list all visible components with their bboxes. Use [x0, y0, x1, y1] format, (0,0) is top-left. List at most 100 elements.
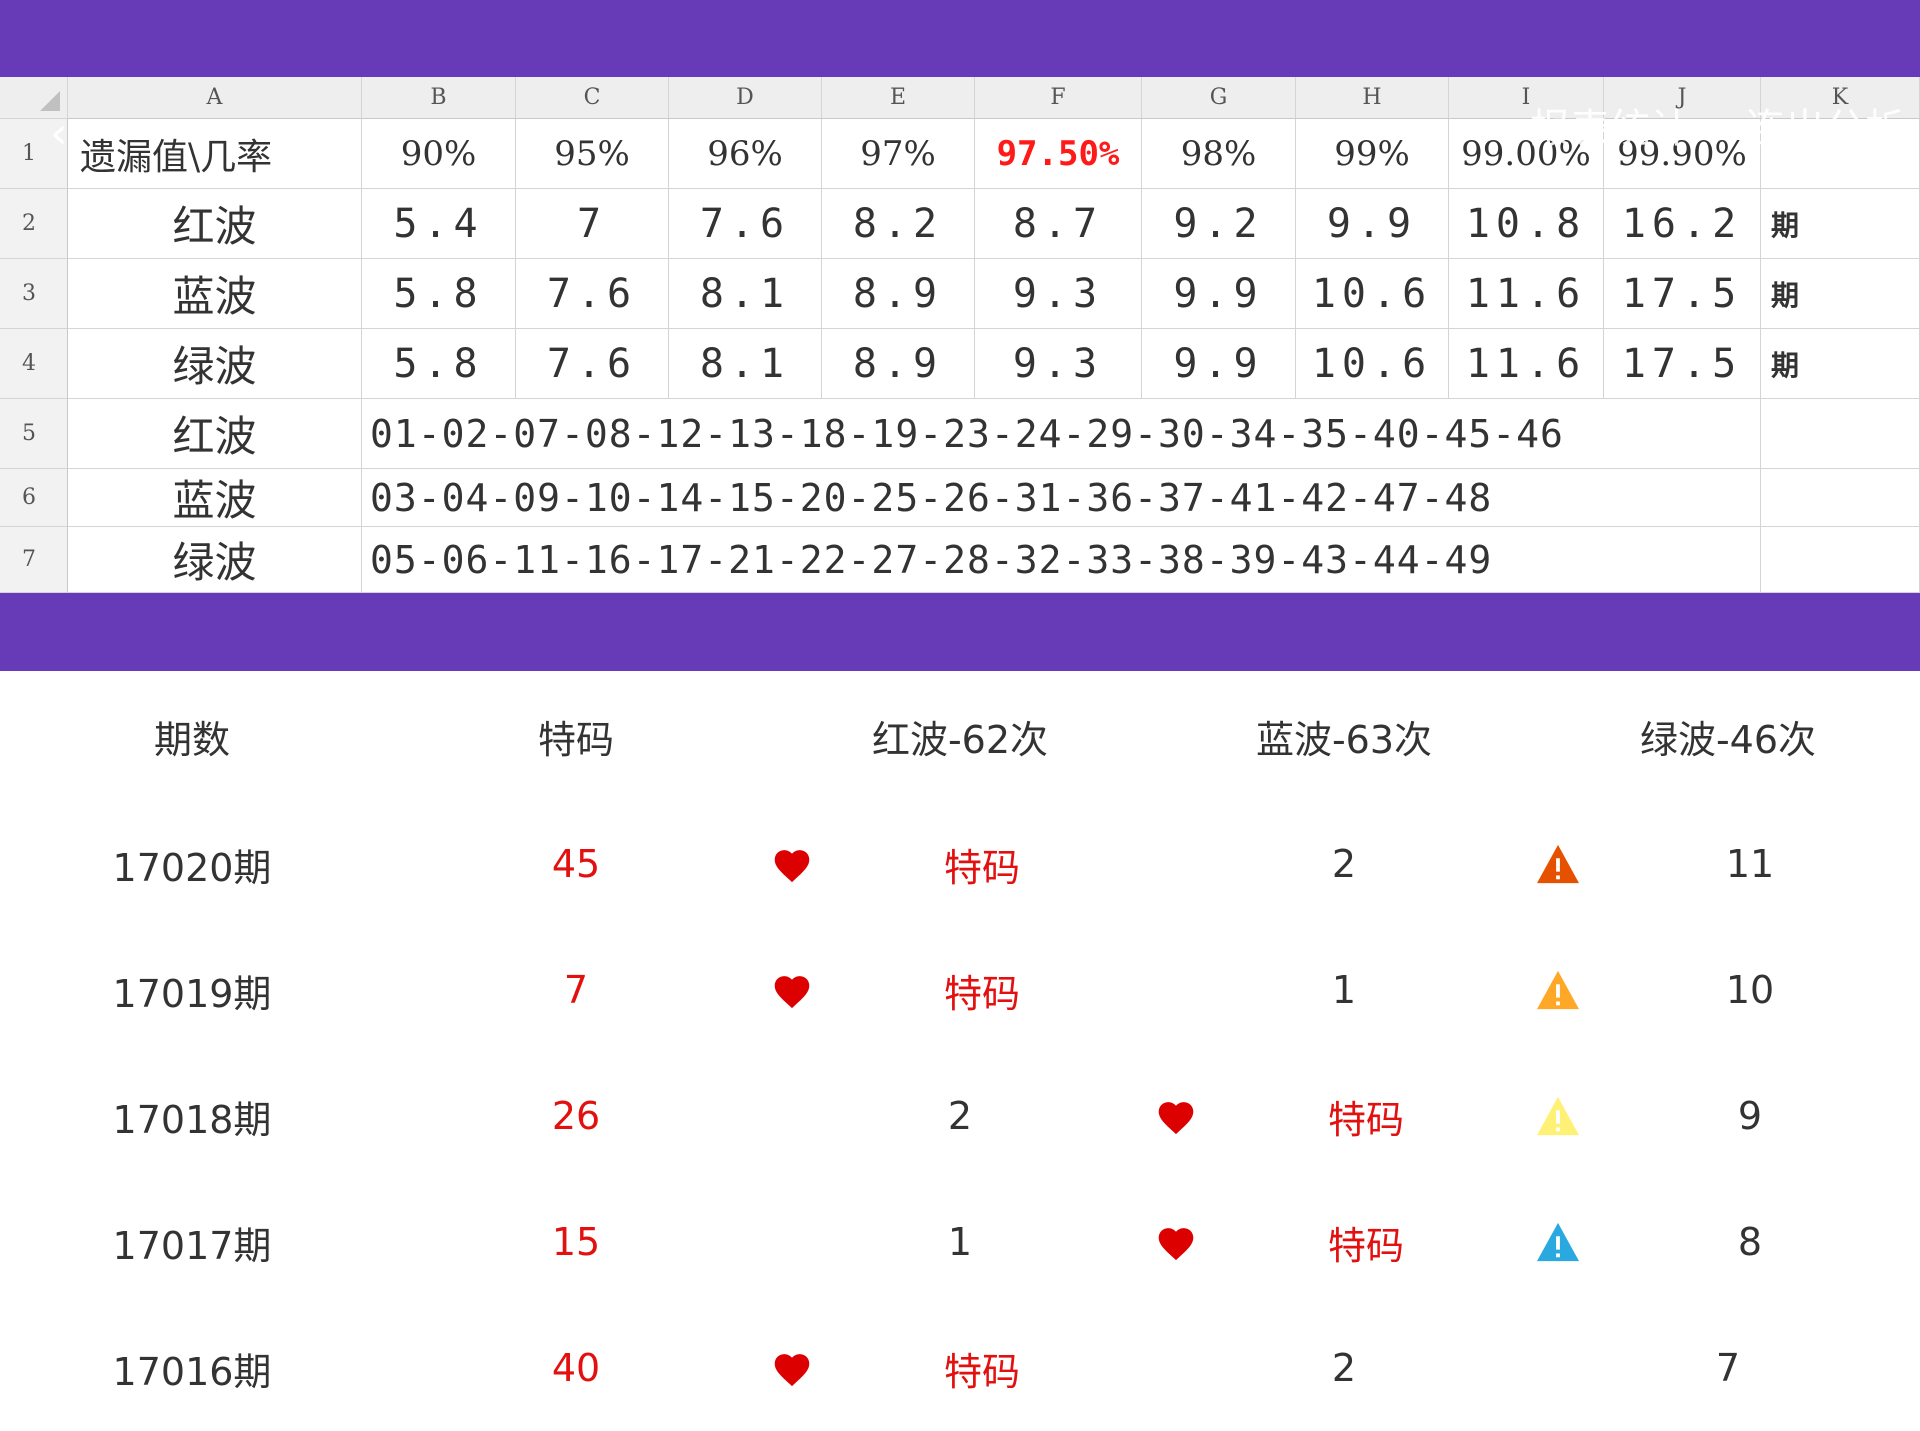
- sheet-corner: [0, 77, 68, 119]
- green-wave-cell: 10: [1725, 968, 1775, 1012]
- empty-cell: [1761, 469, 1920, 527]
- omission-value: 9.2: [1142, 189, 1296, 259]
- blue-wave-cell: 特码: [1327, 1097, 1404, 1142]
- omission-value: 8.2: [822, 189, 975, 259]
- probability-cell: 99.00%: [1449, 119, 1604, 189]
- table-row[interactable]: 17018期 26 2 特码 9: [0, 1053, 1920, 1179]
- omission-value: 7.6: [669, 189, 822, 259]
- warning-triangle-icon: [1518, 1053, 1598, 1179]
- special-code-cell: 15: [551, 1220, 601, 1264]
- table-row[interactable]: 17017期 15 1 特码 8: [0, 1179, 1920, 1305]
- column-header: D: [669, 77, 822, 119]
- period-cell: 17020期: [112, 845, 272, 890]
- probability-cell: 97%: [822, 119, 975, 189]
- column-header: J: [1604, 77, 1761, 119]
- omission-value: 11.6: [1449, 329, 1604, 399]
- red-wave-cell: 特码: [943, 845, 1020, 890]
- probability-cell: 96%: [669, 119, 822, 189]
- omission-value: 8.7: [975, 189, 1142, 259]
- unit-cell: 期: [1761, 329, 1920, 399]
- header-red-wave: 红波-62次: [871, 717, 1049, 762]
- heart-icon: [1136, 1053, 1216, 1179]
- unit-cell: 期: [1761, 259, 1920, 329]
- row-header: 5: [0, 399, 68, 469]
- omission-value: 8.9: [822, 329, 975, 399]
- omission-value: 9.9: [1142, 329, 1296, 399]
- period-cell: 17017期: [112, 1223, 272, 1268]
- header-code: 特码: [537, 717, 614, 762]
- row-header: 1: [0, 119, 68, 189]
- table-row[interactable]: 17016期 40 特码 2 7: [0, 1305, 1920, 1431]
- wave-label: 红波: [68, 189, 362, 259]
- red-wave-cell: 1: [947, 1220, 973, 1264]
- column-header: E: [822, 77, 975, 119]
- tab-consecutive-analysis[interactable]: 连出分析: [1745, 106, 1905, 152]
- table-row[interactable]: 17019期 7 特码 1 10: [0, 927, 1920, 1053]
- wave-numbers: 03-04-09-10-14-15-20-25-26-31-36-37-41-4…: [362, 469, 1761, 527]
- red-wave-cell: 2: [947, 1094, 973, 1138]
- heart-icon: [752, 1305, 832, 1431]
- column-header: A: [68, 77, 362, 119]
- omission-value: 10.6: [1296, 259, 1449, 329]
- special-code-cell: 7: [563, 968, 589, 1012]
- probability-cell: 90%: [362, 119, 516, 189]
- omission-value: 5.8: [362, 259, 516, 329]
- red-wave-cell: 特码: [943, 971, 1020, 1016]
- blue-wave-cell: 特码: [1327, 1223, 1404, 1268]
- spreadsheet-grid: A B C D E F G H I J K 1 2 3 4 5 6 7 遗漏值\几率 90% 95% 96% 97% 97.5…: [0, 77, 1920, 593]
- omission-value: 16.2: [1604, 189, 1761, 259]
- omission-value: 11.6: [1449, 259, 1604, 329]
- row-header: 7: [0, 527, 68, 593]
- probability-cell: 99%: [1296, 119, 1449, 189]
- column-header: F: [975, 77, 1142, 119]
- warning-triangle-icon: [1518, 927, 1598, 1053]
- header-blue-wave: 蓝波-63次: [1255, 717, 1433, 762]
- empty-cell: [1761, 399, 1920, 469]
- wave-numbers: 01-02-07-08-12-13-18-19-23-24-29-30-34-3…: [362, 399, 1761, 469]
- blue-wave-cell: 1: [1331, 968, 1357, 1012]
- period-cell: 17018期: [112, 1097, 272, 1142]
- column-header: I: [1449, 77, 1604, 119]
- heart-icon: [1136, 1179, 1216, 1305]
- wave-label: 蓝波: [68, 469, 362, 527]
- warning-triangle-icon: [1518, 1179, 1598, 1305]
- omission-value: 7.6: [516, 259, 669, 329]
- special-code-cell: 40: [551, 1346, 601, 1390]
- warning-triangle-icon: [1518, 801, 1598, 927]
- omission-value: 8.1: [669, 259, 822, 329]
- table-row[interactable]: 17020期 45 特码 2 11: [0, 801, 1920, 927]
- special-code-cell: 45: [551, 842, 601, 886]
- omission-value: 17.5: [1604, 259, 1761, 329]
- select-all-triangle-icon: [40, 91, 60, 111]
- wave-label: 红波: [68, 399, 362, 469]
- special-code-cell: 26: [551, 1094, 601, 1138]
- omission-value: 10.6: [1296, 329, 1449, 399]
- green-wave-cell: 8: [1737, 1220, 1763, 1264]
- omission-value: 9.3: [975, 329, 1142, 399]
- wave-label: 绿波: [68, 527, 362, 593]
- period-cell: 17016期: [112, 1349, 272, 1394]
- column-header: H: [1296, 77, 1449, 119]
- omission-value: 9.3: [975, 259, 1142, 329]
- wave-label: 绿波: [68, 329, 362, 399]
- header-green-wave: 绿波-46次: [1639, 717, 1817, 762]
- omission-value: 8.1: [669, 329, 822, 399]
- section-divider-bar: [0, 593, 1920, 671]
- tab-report-stats[interactable]: 报表统计: [1530, 106, 1690, 152]
- probability-label: 遗漏值\几率: [68, 119, 362, 189]
- heart-icon: [752, 927, 832, 1053]
- blue-wave-cell: 2: [1331, 842, 1357, 886]
- probability-cell: 97.50%: [975, 119, 1142, 189]
- omission-value: 9.9: [1296, 189, 1449, 259]
- omission-value: 7: [516, 189, 669, 259]
- back-arrow-icon[interactable]: ‹: [50, 108, 68, 159]
- omission-value: 8.9: [822, 259, 975, 329]
- omission-value: 17.5: [1604, 329, 1761, 399]
- header-period: 期数: [153, 717, 230, 762]
- top-app-bar: [0, 0, 1920, 77]
- probability-cell: 95%: [516, 119, 669, 189]
- red-wave-cell: 特码: [943, 1349, 1020, 1394]
- row-header: 2: [0, 189, 68, 259]
- column-header: C: [516, 77, 669, 119]
- unit-cell: 期: [1761, 189, 1920, 259]
